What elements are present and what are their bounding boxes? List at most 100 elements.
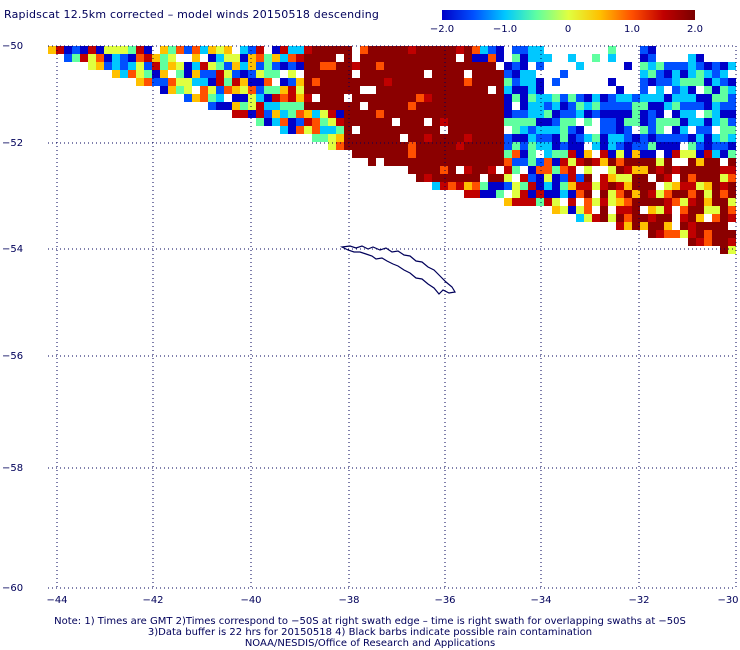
swath-cell	[648, 110, 656, 118]
swath-cell	[656, 166, 664, 174]
swath-cell	[512, 158, 520, 166]
swath-cell	[480, 150, 488, 158]
swath-cell	[736, 158, 740, 166]
swath-cell	[704, 118, 712, 126]
swath-cell	[688, 70, 696, 78]
swath-cell	[432, 142, 440, 150]
swath-cell	[200, 62, 208, 70]
swath-cell	[552, 78, 560, 86]
swath-cell	[640, 166, 648, 174]
swath-cell	[456, 86, 464, 94]
swath-cell	[152, 54, 160, 62]
swath-cell	[296, 110, 304, 118]
swath-cell	[544, 150, 552, 158]
swath-cell	[640, 54, 648, 62]
latitude-tick-label: −60	[2, 583, 23, 594]
swath-cell	[536, 134, 544, 142]
swath-cell	[560, 126, 568, 134]
swath-cell	[112, 62, 120, 70]
swath-cell	[448, 134, 456, 142]
swath-cell	[336, 118, 344, 126]
swath-cell	[376, 102, 384, 110]
swath-cell	[656, 214, 664, 222]
swath-cell	[216, 78, 224, 86]
swath-cell	[312, 62, 320, 70]
swath-cell	[512, 150, 520, 158]
swath-cell	[648, 78, 656, 86]
swath-cell	[688, 222, 696, 230]
swath-cell	[728, 214, 736, 222]
swath-cell	[272, 118, 280, 126]
swath-cell	[448, 70, 456, 78]
note-line-3: NOAA/NESDIS/Office of Research and Appli…	[244, 638, 496, 649]
swath-cell	[480, 78, 488, 86]
swath-cell	[568, 126, 576, 134]
swath-cell	[696, 158, 704, 166]
swath-cell	[352, 78, 360, 86]
swath-cell	[560, 182, 568, 190]
swath-cell	[432, 126, 440, 134]
swath-cell	[312, 126, 320, 134]
swath-cell	[496, 142, 504, 150]
swath-cell	[336, 46, 344, 54]
swath-cell	[736, 118, 740, 126]
swath-cell	[320, 110, 328, 118]
swath-cell	[480, 102, 488, 110]
swath-cell	[88, 46, 96, 54]
swath-cell	[344, 134, 352, 142]
swath-cell	[456, 70, 464, 78]
swath-cell	[464, 174, 472, 182]
swath-cell	[376, 126, 384, 134]
swath-cell	[472, 134, 480, 142]
swath-cell	[680, 126, 688, 134]
swath-cell	[560, 102, 568, 110]
swath-cell	[352, 142, 360, 150]
swath-cell	[568, 142, 576, 150]
swath-cell	[496, 102, 504, 110]
swath-cell	[128, 70, 136, 78]
swath-cell	[520, 174, 528, 182]
swath-cell	[672, 110, 680, 118]
swath-cell	[688, 230, 696, 238]
swath-cell	[256, 70, 264, 78]
swath-cell	[680, 86, 688, 94]
swath-cell	[608, 142, 616, 150]
swath-cell	[352, 94, 360, 102]
swath-cell	[520, 190, 528, 198]
swath-cell	[160, 78, 168, 86]
swath-cell	[576, 190, 584, 198]
swath-cell	[624, 174, 632, 182]
swath-cell	[672, 78, 680, 86]
swath-cell	[176, 62, 184, 70]
swath-cell	[360, 110, 368, 118]
swath-cell	[392, 126, 400, 134]
swath-cell	[504, 182, 512, 190]
swath-cell	[664, 142, 672, 150]
swath-cell	[384, 110, 392, 118]
swath-cell	[216, 94, 224, 102]
swath-cell	[376, 62, 384, 70]
swath-cell	[368, 94, 376, 102]
swath-cell	[648, 214, 656, 222]
swath-cell	[400, 110, 408, 118]
swath-cell	[664, 62, 672, 70]
swath-cell	[144, 70, 152, 78]
swath-cell	[568, 94, 576, 102]
swath-cell	[736, 86, 740, 94]
swath-cell	[360, 62, 368, 70]
swath-cell	[640, 86, 648, 94]
swath-cell	[432, 62, 440, 70]
swath-cell	[560, 150, 568, 158]
swath-cell	[312, 110, 320, 118]
swath-cell	[632, 214, 640, 222]
swath-cell	[720, 174, 728, 182]
swath-cell	[384, 78, 392, 86]
swath-cell	[496, 174, 504, 182]
swath-cell	[176, 70, 184, 78]
swath-cell	[264, 118, 272, 126]
swath-cell	[288, 118, 296, 126]
swath-cell	[608, 174, 616, 182]
colorbar-tick-label: −2.0	[430, 24, 454, 35]
swath-cell	[664, 150, 672, 158]
swath-cell	[384, 62, 392, 70]
